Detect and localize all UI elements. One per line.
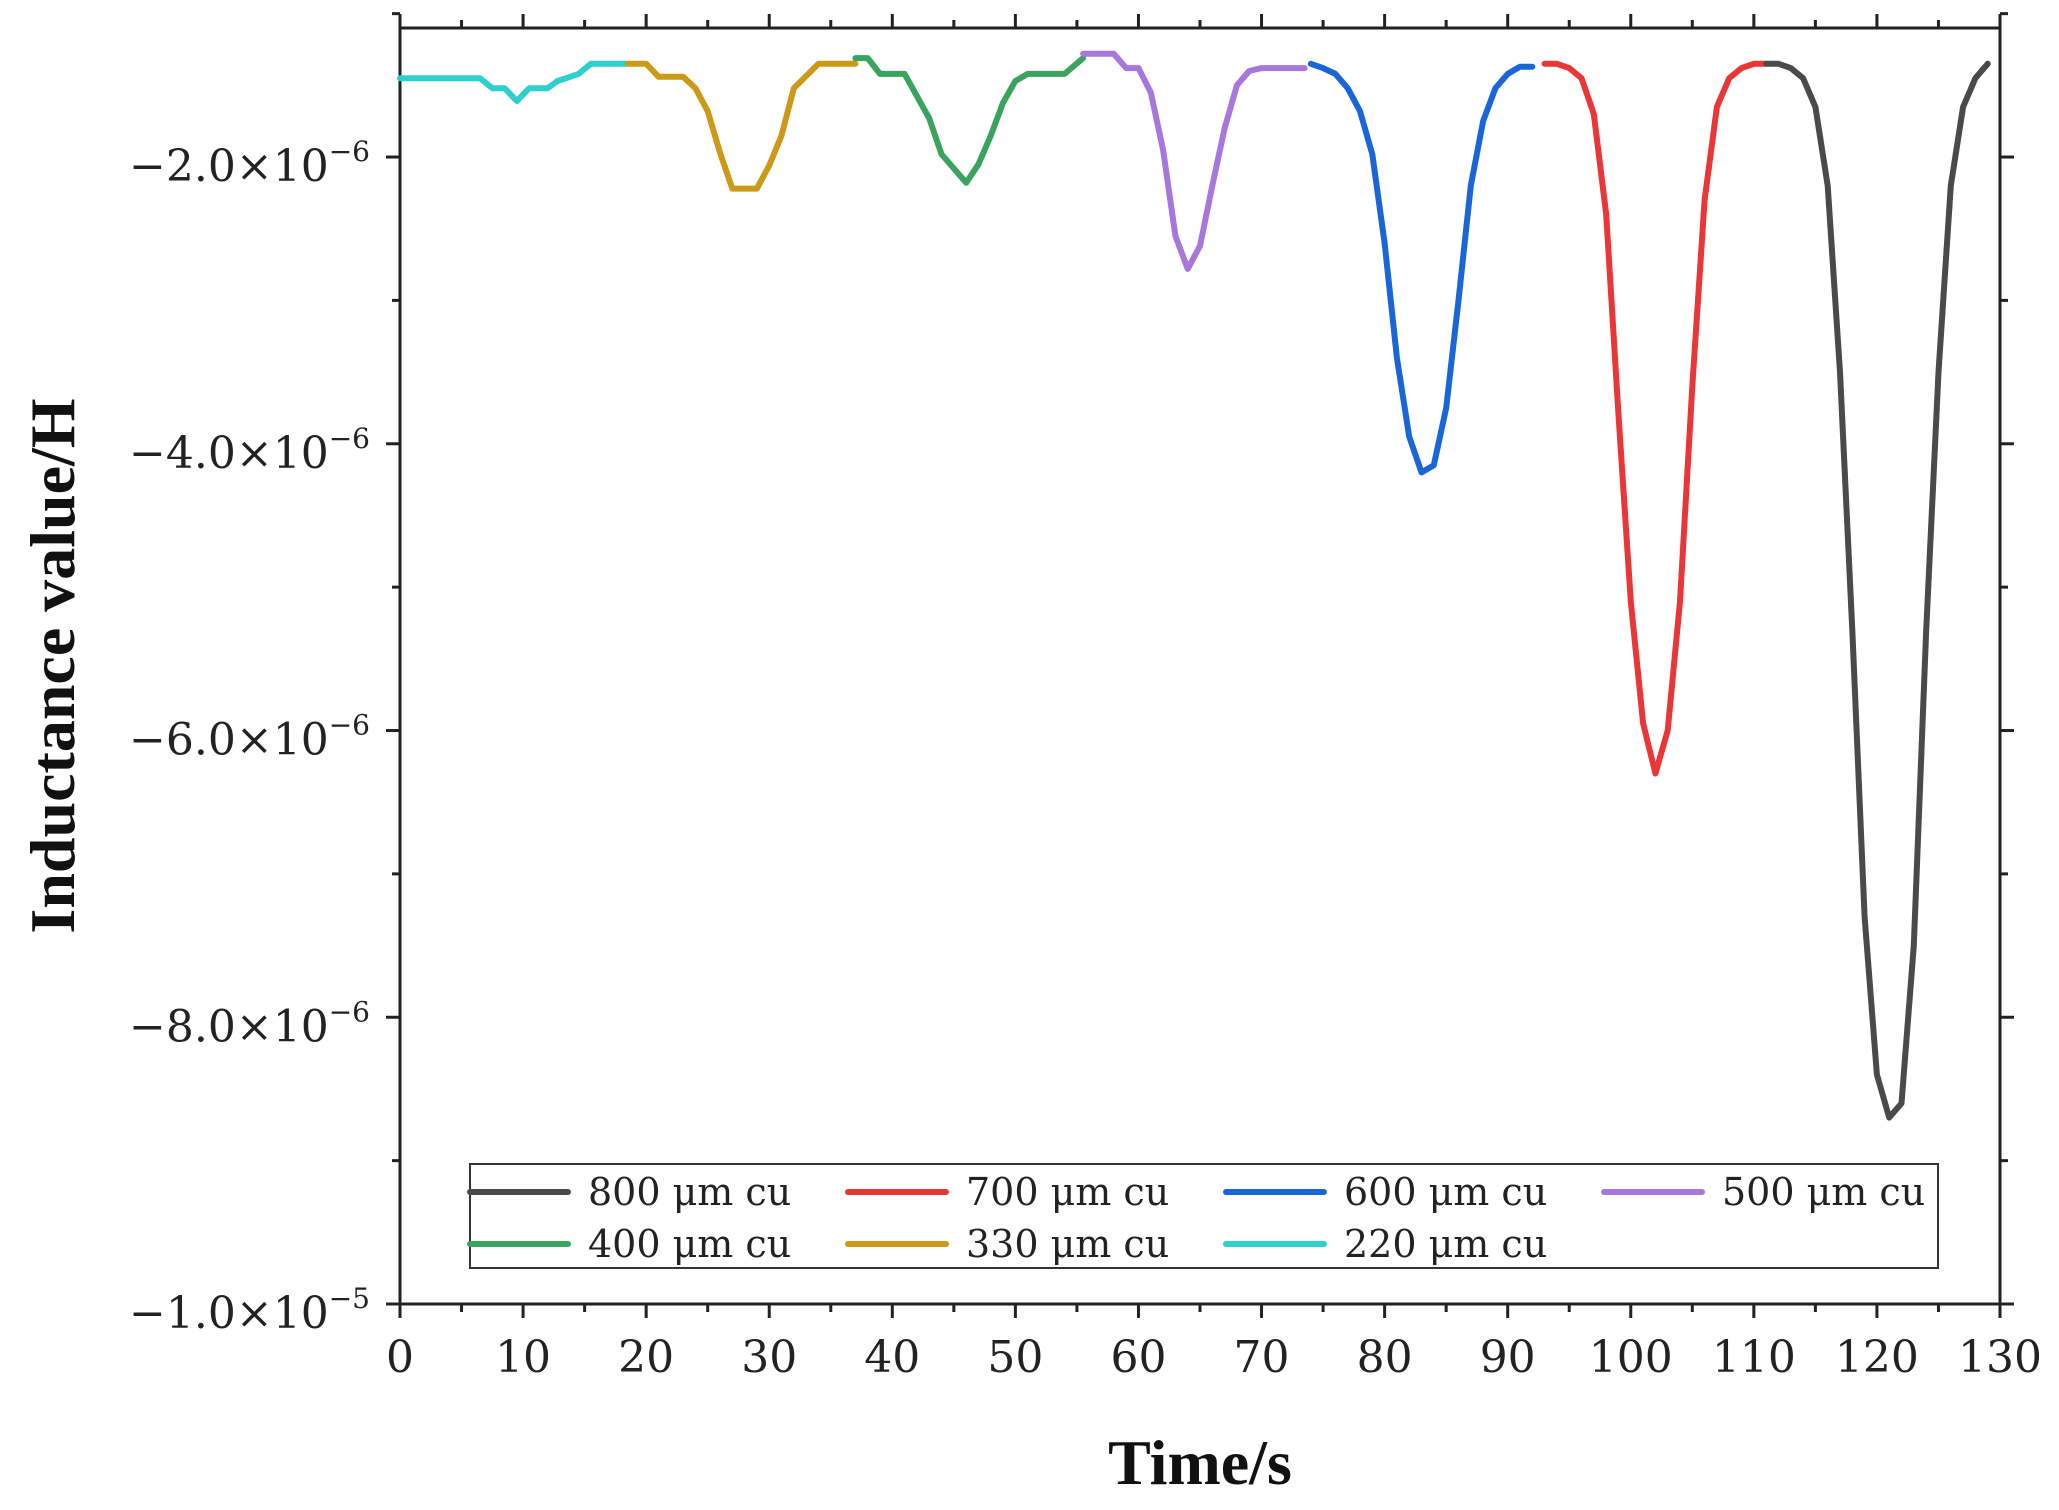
x-tick-label: 80 <box>1357 1332 1413 1383</box>
y-tick-exponent: −6 <box>329 995 370 1028</box>
x-tick-label: 20 <box>618 1332 674 1383</box>
x-tick-label: 40 <box>864 1332 920 1383</box>
y-axis-ticks <box>386 12 2014 1306</box>
y-tick-exponent: −5 <box>329 1282 370 1315</box>
plot-frame <box>398 26 2002 1306</box>
legend-label: 700 μm cu <box>966 1170 1169 1214</box>
series-line <box>397 60 631 105</box>
legend-label: 330 μm cu <box>966 1222 1169 1266</box>
x-tick-label: 50 <box>987 1332 1043 1383</box>
legend-label: 500 μm cu <box>1722 1170 1925 1214</box>
legend-label: 400 μm cu <box>588 1222 791 1266</box>
series-lines <box>397 50 1991 1121</box>
y-tick-label: −1.0×10−5 <box>129 1282 370 1339</box>
x-tick-label: 70 <box>1234 1332 1290 1383</box>
y-tick-mantissa: −4.0×10 <box>129 428 329 479</box>
legend-label: 800 μm cu <box>588 1170 791 1214</box>
x-axis-tick-labels: 0 10 20 30 40 50 60 70 80 90 100 110 120 130 <box>386 1332 2042 1383</box>
y-tick-label: −2.0×10−6 <box>129 135 370 192</box>
x-axis-ticks <box>398 14 2002 1318</box>
series-line <box>1763 60 1991 1121</box>
series-line <box>852 55 1087 186</box>
series-line <box>1541 60 1770 777</box>
legend-box <box>469 1163 1939 1269</box>
y-tick-mantissa: −2.0×10 <box>129 141 329 192</box>
x-axis-title: Time/s <box>1108 1427 1292 1498</box>
y-tick-mantissa: −1.0×10 <box>129 1288 329 1339</box>
y-tick-mantissa: −8.0×10 <box>129 1001 329 1052</box>
x-tick-label: 90 <box>1480 1332 1536 1383</box>
series-line <box>1307 60 1536 476</box>
x-tick-label: 60 <box>1110 1332 1166 1383</box>
legend-label: 220 μm cu <box>1344 1222 1547 1266</box>
y-axis-tick-labels: −2.0×10−6−4.0×10−6−6.0×10−6−8.0×10−6−1.0… <box>129 135 370 1339</box>
series-line <box>1080 50 1308 272</box>
x-tick-label: 10 <box>495 1332 551 1383</box>
y-tick-mantissa: −6.0×10 <box>129 715 329 766</box>
x-tick-label: 110 <box>1712 1332 1796 1383</box>
y-tick-exponent: −6 <box>329 422 370 455</box>
y-tick-exponent: −6 <box>329 709 370 742</box>
legend: 800 μm cu 700 μm cu 600 μm cu 500 μm cu 400 … <box>467 1163 1939 1269</box>
y-tick-label: −4.0×10−6 <box>129 422 370 479</box>
y-axis-title: Inductance value/H <box>17 398 88 933</box>
y-tick-exponent: −6 <box>329 135 370 168</box>
x-tick-label: 0 <box>386 1332 414 1383</box>
y-tick-label: −6.0×10−6 <box>129 709 370 766</box>
x-tick-label: 130 <box>1958 1332 2042 1383</box>
legend-label: 600 μm cu <box>1344 1170 1547 1214</box>
y-tick-label: −8.0×10−6 <box>129 995 370 1052</box>
x-tick-label: 30 <box>741 1332 797 1383</box>
x-tick-label: 120 <box>1835 1332 1919 1383</box>
series-line <box>624 60 859 192</box>
x-tick-label: 100 <box>1589 1332 1673 1383</box>
